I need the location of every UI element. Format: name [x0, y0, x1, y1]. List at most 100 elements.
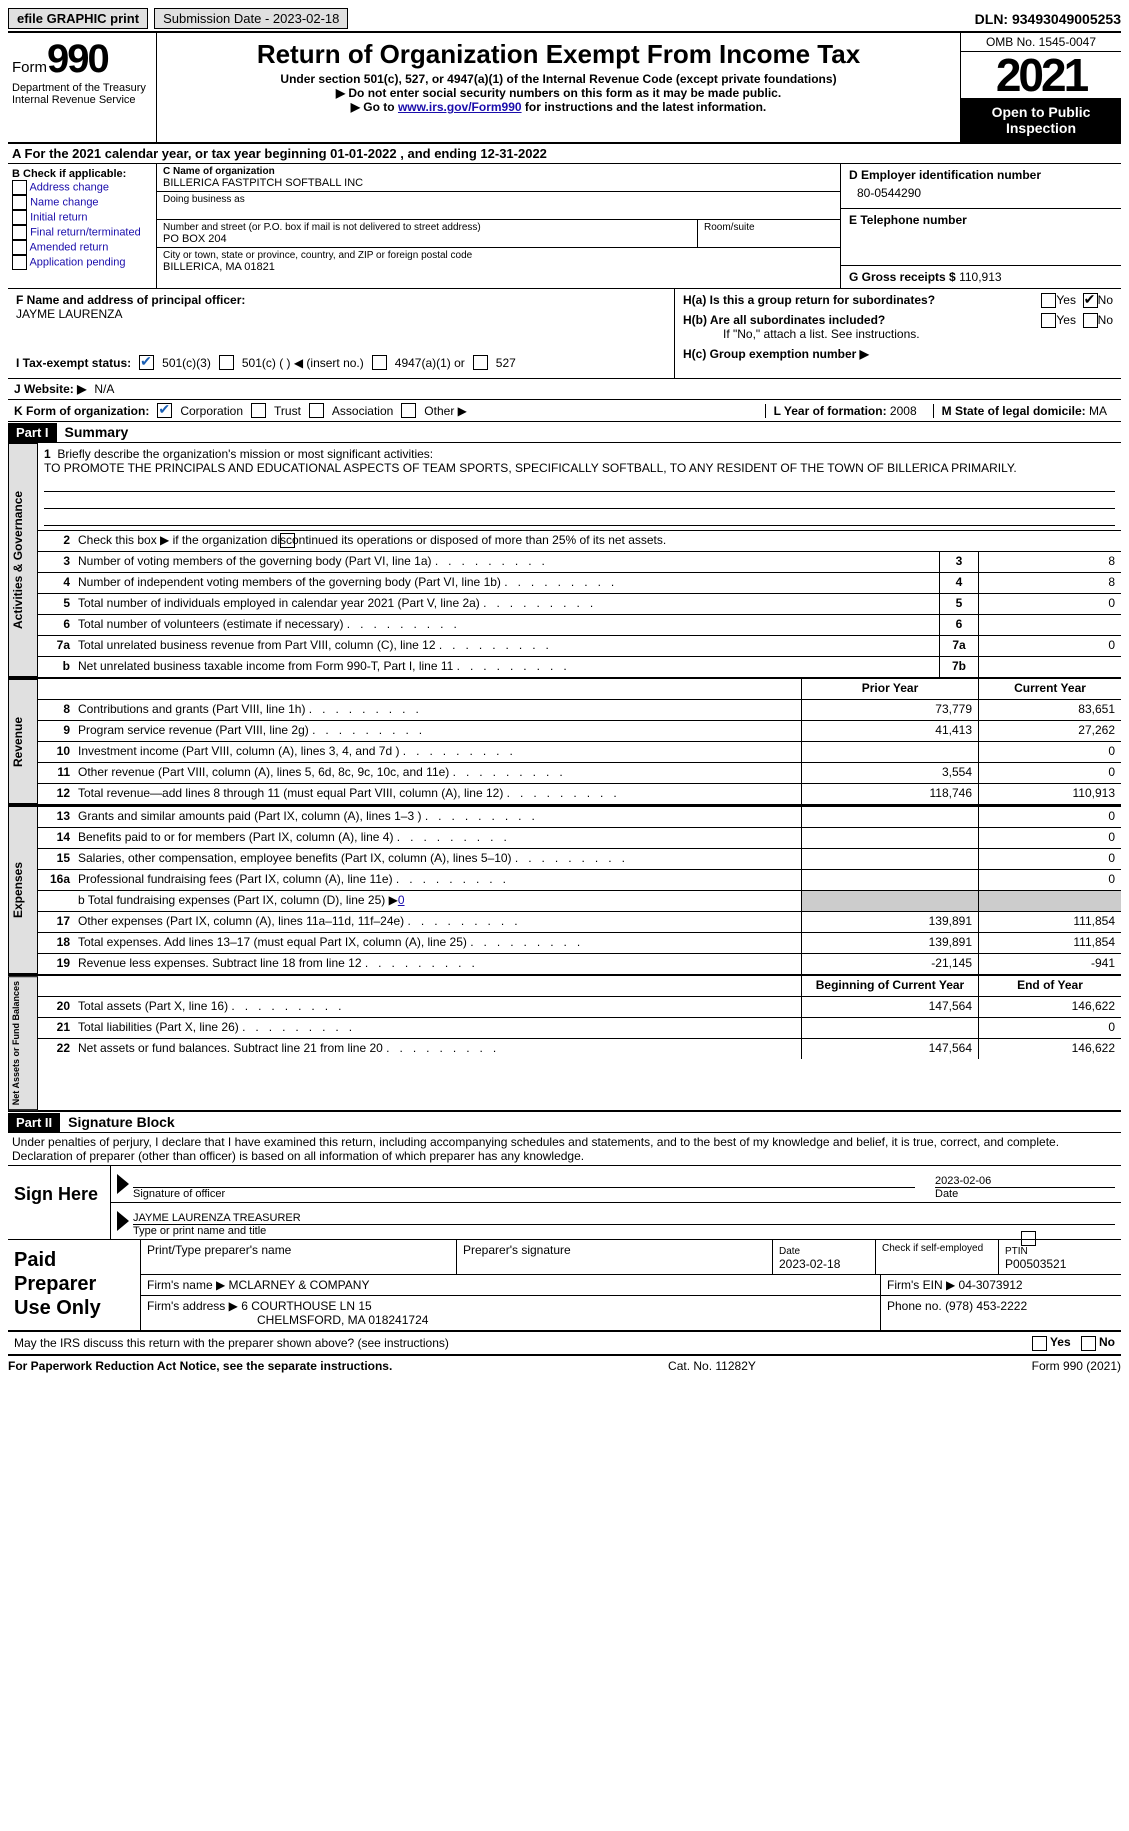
prep-date: 2023-02-18: [779, 1257, 840, 1271]
chk-hb-no[interactable]: [1083, 313, 1098, 328]
chk-self-employed[interactable]: [1021, 1231, 1036, 1246]
officer-printed: JAYME LAURENZA TREASURER: [133, 1212, 1115, 1224]
prior-val: 3,554: [801, 763, 978, 783]
tel-label: E Telephone number: [849, 213, 967, 227]
i-label: I Tax-exempt status:: [16, 356, 131, 370]
preparer-block: Paid Preparer Use Only Print/Type prepar…: [8, 1240, 1121, 1332]
col-prior: Prior Year: [801, 679, 978, 699]
row-a-period: A For the 2021 calendar year, or tax yea…: [8, 144, 1121, 164]
line-box: 7b: [939, 657, 978, 677]
line-desc: Net unrelated business taxable income fr…: [74, 657, 939, 677]
firm-name: MCLARNEY & COMPANY: [229, 1278, 370, 1292]
chk-other[interactable]: [401, 403, 416, 418]
line-desc: Total expenses. Add lines 13–17 (must eq…: [74, 933, 801, 953]
cat-no: Cat. No. 11282Y: [668, 1359, 756, 1373]
line-desc: Professional fundraising fees (Part IX, …: [74, 870, 801, 890]
line-desc: Benefits paid to or for members (Part IX…: [74, 828, 801, 848]
chk-may-no[interactable]: [1081, 1336, 1096, 1351]
form-subtitle: Under section 501(c), 527, or 4947(a)(1)…: [161, 72, 956, 86]
gross-value: 110,913: [959, 270, 1002, 284]
page-footer: For Paperwork Reduction Act Notice, see …: [8, 1356, 1121, 1376]
ptin: P00503521: [1005, 1257, 1066, 1271]
prior-val: 73,779: [801, 700, 978, 720]
chk-501c3[interactable]: [139, 355, 154, 370]
line-desc: Program service revenue (Part VIII, line…: [74, 721, 801, 741]
current-val: 0: [978, 742, 1121, 762]
form-number: 990: [47, 37, 108, 81]
firm-phone: (978) 453-2222: [945, 1299, 1027, 1313]
line-box: 5: [939, 594, 978, 614]
line-desc: Total unrelated business revenue from Pa…: [74, 636, 939, 656]
chk-name-change[interactable]: [12, 195, 27, 210]
gross-label: G Gross receipts $: [849, 270, 956, 284]
chk-final-return[interactable]: [12, 225, 27, 240]
current-val: 111,854: [978, 933, 1121, 953]
prior-val: 118,746: [801, 784, 978, 804]
line-desc: Number of voting members of the governin…: [74, 552, 939, 572]
sign-block: Sign Here Signature of officer 2023-02-0…: [8, 1166, 1121, 1240]
website-value: N/A: [94, 382, 114, 396]
ein-value: 80-0544290: [849, 182, 1113, 204]
chk-4947[interactable]: [372, 355, 387, 370]
prior-val: 139,891: [801, 912, 978, 932]
form-label: Form: [12, 59, 47, 76]
dept-treasury: Department of the Treasury: [12, 82, 152, 94]
firm-addr2: CHELMSFORD, MA 018241724: [147, 1313, 428, 1327]
chk-amended[interactable]: [12, 240, 27, 255]
line-desc: Total revenue—add lines 8 through 11 (mu…: [74, 784, 801, 804]
officer-name: JAYME LAURENZA: [16, 307, 666, 321]
open-public: Open to Public Inspection: [961, 98, 1121, 142]
line-box: 4: [939, 573, 978, 593]
submission-date: Submission Date - 2023-02-18: [154, 8, 348, 29]
current-val: 0: [978, 763, 1121, 783]
line-box: 7a: [939, 636, 978, 656]
chk-ha-no[interactable]: [1083, 293, 1098, 308]
line-desc: Contributions and grants (Part VIII, lin…: [74, 700, 801, 720]
chk-address-change[interactable]: [12, 180, 27, 195]
prior-val: [801, 828, 978, 848]
current-val: 27,262: [978, 721, 1121, 741]
sign-here-label: Sign Here: [8, 1166, 110, 1239]
chk-hb-yes[interactable]: [1041, 313, 1056, 328]
arrow-icon: [117, 1211, 129, 1231]
current-val: 110,913: [978, 784, 1121, 804]
irs-link[interactable]: www.irs.gov/Form990: [398, 100, 522, 114]
org-name: BILLERICA FASTPITCH SOFTBALL INC: [163, 177, 834, 189]
chk-initial-return[interactable]: [12, 210, 27, 225]
col-begin: Beginning of Current Year: [801, 976, 978, 996]
chk-trust[interactable]: [251, 403, 266, 418]
line-box: 6: [939, 615, 978, 635]
prior-val: [801, 807, 978, 827]
line-desc: Total number of volunteers (estimate if …: [74, 615, 939, 635]
sig-date: 2023-02-06: [935, 1175, 1115, 1187]
chk-corp[interactable]: [157, 403, 172, 418]
part2-header: Part II Signature Block: [8, 1112, 1121, 1133]
row-j: J Website: ▶ N/A: [8, 379, 1121, 400]
prior-val: [801, 870, 978, 890]
may-discuss-row: May the IRS discuss this return with the…: [8, 1332, 1121, 1355]
current-val: 0: [978, 870, 1121, 890]
chk-501c[interactable]: [219, 355, 234, 370]
firm-ein: 04-3073912: [959, 1278, 1023, 1292]
chk-527[interactable]: [473, 355, 488, 370]
16b-val: 0: [398, 893, 405, 907]
chk-may-yes[interactable]: [1032, 1336, 1047, 1351]
vtab-revenue: Revenue: [8, 679, 38, 804]
row-klm: K Form of organization: Corporation Trus…: [8, 400, 1121, 422]
prior-val: 41,413: [801, 721, 978, 741]
efile-button[interactable]: efile GRAPHIC print: [8, 8, 148, 29]
line-desc: Revenue less expenses. Subtract line 18 …: [74, 954, 801, 974]
form-ref: Form 990 (2021): [1032, 1359, 1121, 1373]
line-val: 8: [978, 573, 1121, 593]
current-val: 0: [978, 828, 1121, 848]
col-current: Current Year: [978, 679, 1121, 699]
suite-label: Room/suite: [704, 222, 834, 233]
chk-discontinued[interactable]: [280, 533, 295, 548]
form-header: Form990 Department of the Treasury Inter…: [8, 31, 1121, 144]
chk-ha-yes[interactable]: [1041, 293, 1056, 308]
prior-val: 147,564: [801, 997, 978, 1017]
chk-app-pending[interactable]: [12, 255, 27, 270]
col-end: End of Year: [978, 976, 1121, 996]
chk-assoc[interactable]: [309, 403, 324, 418]
hc-label: H(c) Group exemption number ▶: [683, 347, 869, 361]
